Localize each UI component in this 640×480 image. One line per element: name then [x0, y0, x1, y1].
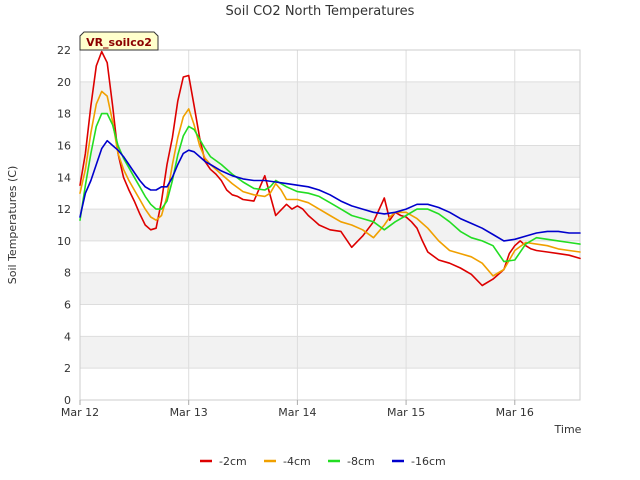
plot-band [80, 272, 580, 305]
x-tick-label: Mar 15 [387, 406, 425, 419]
y-tick-label: 22 [57, 44, 71, 57]
x-tick-label: Mar 12 [61, 406, 99, 419]
plot-band [80, 209, 580, 241]
y-tick-label: 18 [57, 108, 71, 121]
series-line-16cmcm [79, 139, 581, 242]
x-axis-title: Time [554, 423, 582, 436]
y-axis-ticks: 0 2 4 6 8 10 12 14 16 18 20 22 [57, 44, 71, 407]
y-tick-label: 10 [57, 235, 71, 248]
x-axis-ticks: Mar 12 Mar 13 Mar 14 Mar 15 Mar 16 [61, 400, 534, 419]
y-tick-label: 20 [57, 76, 71, 89]
legend-label: -2cm [219, 455, 247, 468]
x-tick-label: Mar 16 [496, 406, 534, 419]
plot-band [80, 177, 580, 210]
plot-band [80, 304, 580, 337]
y-tick-label: 4 [64, 330, 71, 343]
gridlines [79, 49, 580, 401]
series-line-8cmcm [79, 112, 581, 263]
legend-label: -16cm [411, 455, 446, 468]
legend-label: -4cm [283, 455, 311, 468]
y-tick-label: 2 [64, 362, 71, 375]
plot-band [80, 113, 580, 146]
y-tick-label: 0 [64, 394, 71, 407]
y-tick-label: 12 [57, 203, 71, 216]
dataset-badge: VR_soilco2 [79, 31, 159, 51]
plot-band [80, 240, 580, 273]
plot-band [80, 336, 580, 369]
y-tick-label: 8 [64, 267, 71, 280]
plot-background-bands [80, 50, 580, 400]
y-tick-label: 14 [57, 171, 71, 184]
y-axis-title: Soil Temperatures (C) [6, 166, 19, 285]
plot-frame [79, 49, 581, 401]
x-tick-label: Mar 13 [170, 406, 208, 419]
y-tick-label: 6 [64, 299, 71, 312]
legend: -2cm -4cm -8cm -16cm [200, 455, 446, 468]
plot-band [80, 50, 580, 82]
chart-title: Soil CO2 North Temperatures [226, 4, 415, 19]
plot-band [80, 81, 580, 114]
series-line-4cmcm [79, 90, 581, 277]
badge-label: VR_soilco2 [86, 36, 152, 49]
plot-band [80, 145, 580, 178]
legend-label: -8cm [347, 455, 375, 468]
y-tick-label: 16 [57, 139, 71, 152]
series-line-2cmcm [79, 50, 581, 287]
plot-band [80, 368, 580, 400]
series-lines [79, 50, 581, 287]
x-tick-label: Mar 14 [278, 406, 316, 419]
badge-background [79, 31, 159, 51]
